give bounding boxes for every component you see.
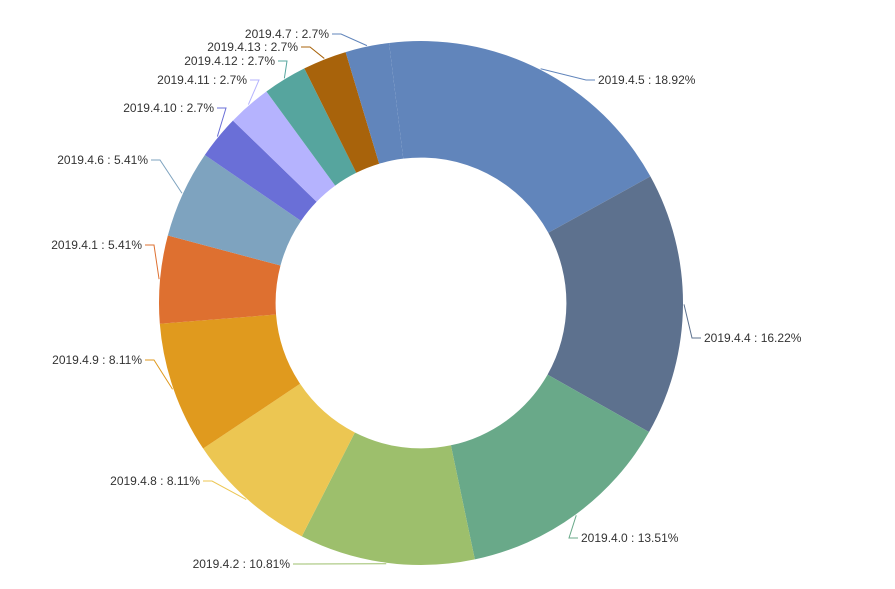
slices-layer	[159, 41, 683, 565]
slice-label-2019.4.5: 2019.4.5 : 18.92%	[598, 73, 696, 87]
slice-2019.4.12[interactable]	[266, 68, 357, 186]
leader-line-2019.4.8	[203, 480, 247, 500]
slice-label-2019.4.10: 2019.4.10 : 2.7%	[123, 101, 214, 115]
leader-line-2019.4.12	[278, 60, 288, 79]
slice-2019.4.1[interactable]	[159, 235, 281, 324]
leader-lines-layer	[145, 33, 701, 565]
slice-2019.4.10[interactable]	[204, 120, 317, 221]
leader-line-2019.4.13	[301, 46, 325, 59]
slice-2019.4.4[interactable]	[547, 176, 683, 433]
leader-line-2019.4.1	[145, 244, 160, 280]
leader-line-2019.4.9	[145, 359, 173, 390]
slice-label-2019.4.8: 2019.4.8 : 8.11%	[110, 474, 200, 488]
leader-line-2019.4.11	[247, 79, 260, 105]
slice-label-2019.4.11: 2019.4.11 : 2.7%	[157, 73, 247, 87]
slice-label-2019.4.9: 2019.4.9 : 8.11%	[52, 353, 142, 367]
slice-2019.4.6[interactable]	[167, 154, 302, 266]
slice-label-2019.4.1: 2019.4.1 : 5.41%	[51, 238, 142, 252]
slice-2019.4.2[interactable]	[301, 432, 475, 565]
slice-label-2019.4.0: 2019.4.0 : 13.51%	[581, 531, 679, 545]
slice-label-2019.4.12: 2019.4.12 : 2.7%	[184, 54, 275, 68]
slice-label-2019.4.2: 2019.4.2 : 10.81%	[193, 557, 291, 571]
slice-2019.4.13[interactable]	[304, 52, 380, 173]
slice-label-2019.4.13: 2019.4.13 : 2.7%	[207, 40, 298, 54]
slice-label-2019.4.6: 2019.4.6 : 5.41%	[57, 153, 148, 167]
slice-2019.4.8[interactable]	[203, 383, 355, 537]
slice-label-2019.4.4: 2019.4.4 : 16.22%	[704, 331, 802, 345]
slice-2019.4.7[interactable]	[345, 42, 404, 164]
leader-line-2019.4.6	[151, 159, 183, 194]
leader-line-2019.4.4	[683, 304, 701, 339]
leader-line-2019.4.10	[216, 107, 227, 137]
slice-2019.4.0[interactable]	[450, 374, 650, 560]
slice-2019.4.11[interactable]	[232, 91, 336, 202]
slice-2019.4.5[interactable]	[389, 41, 651, 233]
leader-line-2019.4.7	[332, 33, 368, 47]
leader-line-2019.4.5	[540, 68, 595, 81]
slice-2019.4.9[interactable]	[159, 314, 301, 449]
leader-line-2019.4.0	[568, 515, 578, 539]
labels-layer: 2019.4.5 : 18.92% 2019.4.4 : 16.22% 2019.4…	[51, 27, 801, 571]
slice-label-2019.4.7: 2019.4.7 : 2.7%	[245, 27, 329, 41]
